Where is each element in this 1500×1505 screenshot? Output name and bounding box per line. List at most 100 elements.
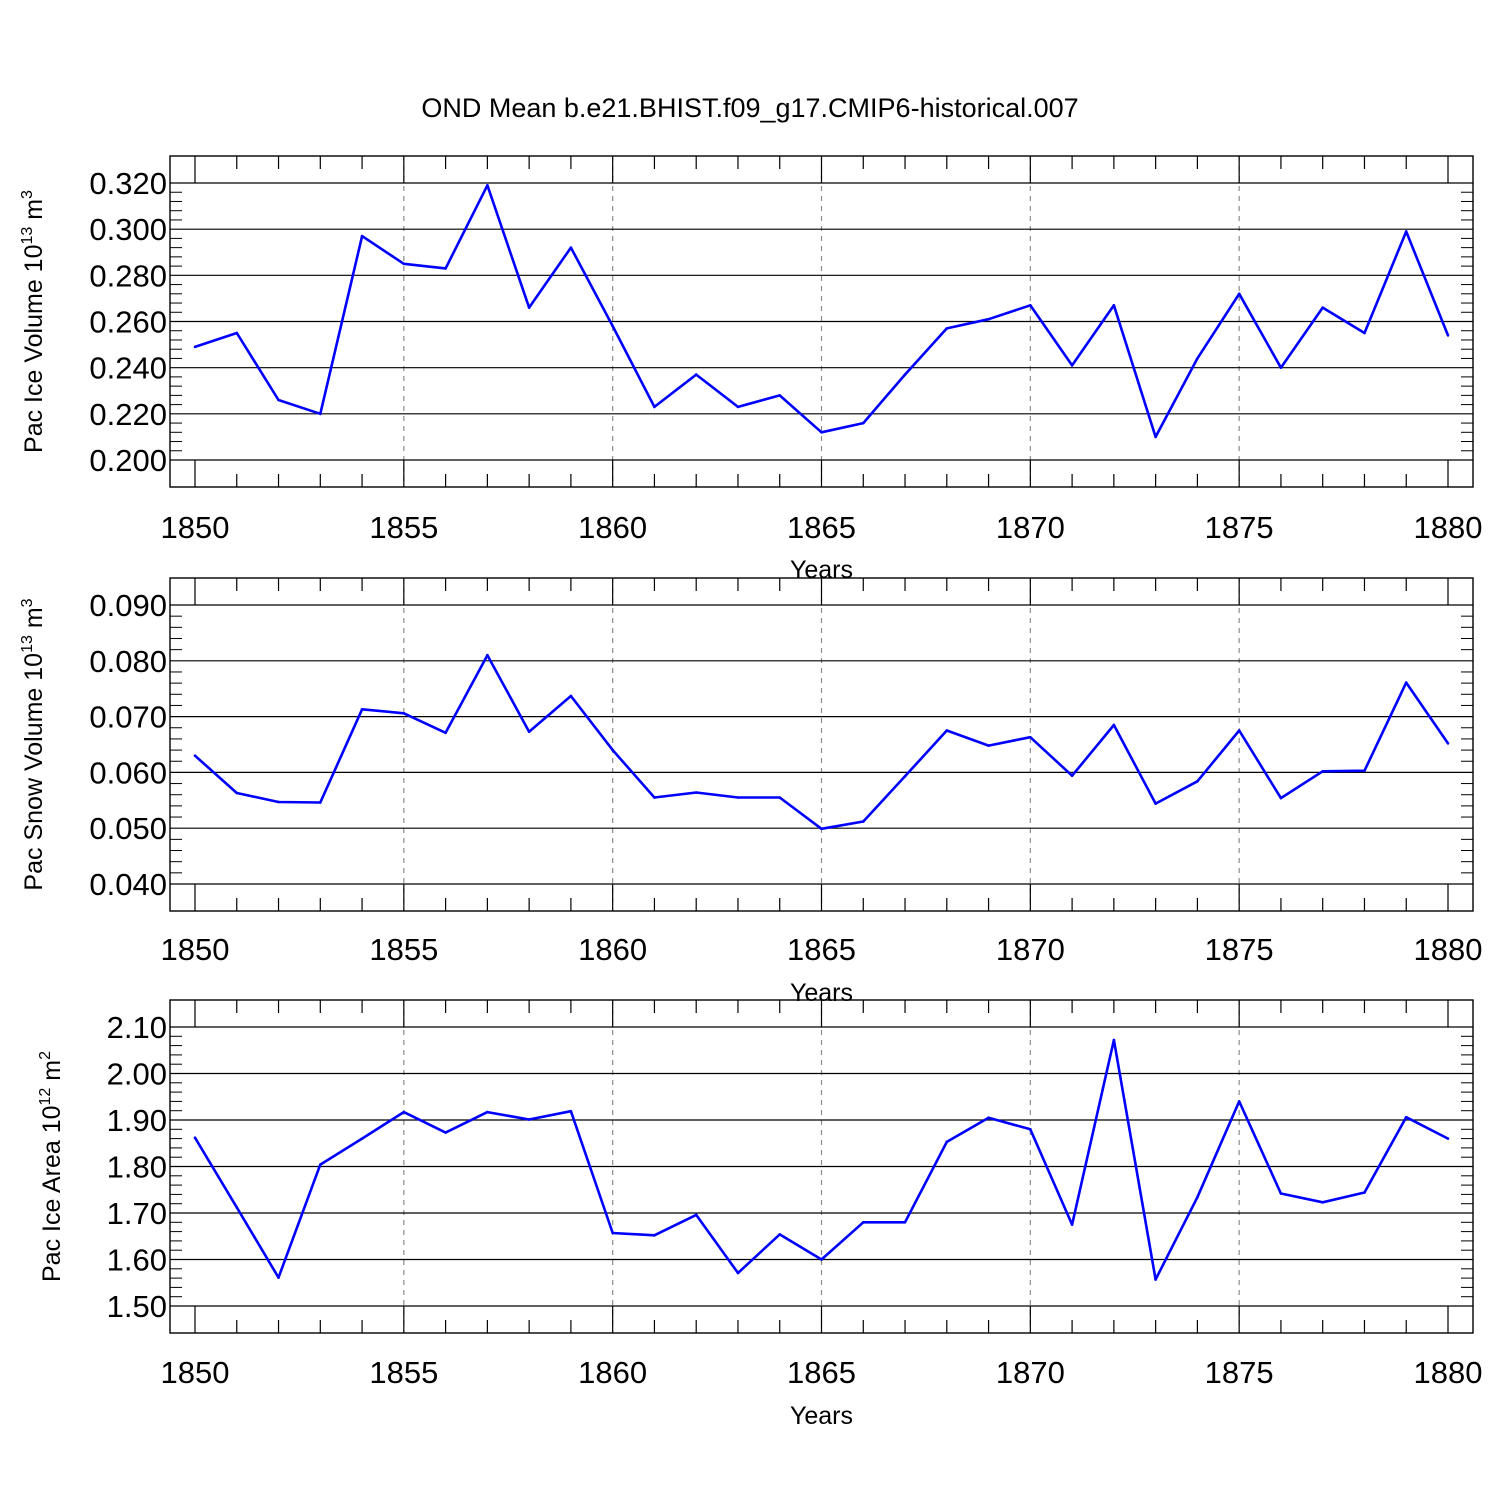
data-point — [987, 1116, 990, 1119]
data-point — [1196, 1195, 1199, 1199]
data-point — [569, 1109, 573, 1113]
data-point — [778, 796, 782, 799]
data-point — [653, 796, 656, 799]
data-point — [319, 1163, 322, 1166]
data-point — [527, 1118, 531, 1121]
x-tick-label: 1880 — [1414, 510, 1483, 545]
data-point — [486, 653, 489, 657]
data-point — [444, 1131, 447, 1134]
data-point — [1070, 774, 1074, 778]
data-point — [193, 1136, 197, 1139]
data-point — [861, 421, 865, 425]
y-tick-label: 0.040 — [89, 867, 167, 902]
chart-panel-snow-volume: 0.040 0.050 0.060 0.070 0.080 0.090 1850 1855 18… — [19, 577, 1483, 1007]
y-tick-label: 0.300 — [89, 212, 167, 247]
y-tick-label: 1.90 — [107, 1103, 167, 1138]
x-tick-label: 1880 — [1414, 932, 1483, 967]
data-point — [1404, 1115, 1408, 1119]
data-point — [1154, 802, 1157, 805]
y-tick-label: 0.070 — [89, 700, 167, 735]
x-tick-label: 1875 — [1205, 1355, 1274, 1390]
data-point — [861, 1221, 865, 1224]
y-axis-title: Pac Snow Volume 1013 m3 — [19, 598, 48, 890]
data-point — [1070, 364, 1074, 367]
y-axis-title-text: m — [20, 199, 48, 227]
x-tick-label: 1875 — [1205, 510, 1274, 545]
y-axis-title-text: Pac Ice Area 10 — [38, 1105, 66, 1282]
data-point — [193, 754, 197, 757]
x-tick-label: 1875 — [1205, 932, 1274, 967]
data-point — [736, 405, 740, 409]
data-point — [277, 398, 280, 402]
y-axis-title-text: Pac Snow Volume 10 — [20, 653, 48, 891]
data-point — [945, 1140, 949, 1144]
data-point — [1154, 1278, 1157, 1281]
data-point — [694, 373, 698, 376]
x-tick-label: 1870 — [996, 510, 1065, 545]
data-point — [1446, 334, 1450, 337]
chart-title: OND Mean b.e21.BHIST.f09_g17.CMIP6-histo… — [421, 93, 1078, 123]
y-axis-title-text: m — [20, 607, 48, 635]
data-point — [277, 800, 280, 804]
data-point — [444, 267, 447, 270]
data-point — [1446, 1137, 1450, 1140]
x-tick-label: 1860 — [578, 932, 647, 967]
x-tick-label: 1850 — [161, 510, 230, 545]
data-point — [820, 1258, 823, 1261]
data-point — [653, 405, 656, 409]
data-point — [319, 801, 322, 804]
y-tick-label: 1.80 — [107, 1150, 167, 1185]
chart-panel-ice-volume: 0.200 0.220 0.240 0.260 0.280 0.300 0.320 1850 1… — [19, 155, 1483, 584]
x-tick-label: 1880 — [1414, 1355, 1483, 1390]
data-point — [360, 708, 364, 711]
y-tick-label: 0.090 — [89, 588, 167, 623]
data-point — [1446, 742, 1450, 745]
data-point — [1237, 729, 1241, 732]
data-point — [820, 827, 823, 831]
data-point — [1112, 723, 1116, 727]
y-tick-label: 1.50 — [107, 1289, 167, 1324]
chart-panel-ice-area: 1.50 1.60 1.70 1.80 1.90 2.00 2.10 1850 1855 1860… — [37, 999, 1483, 1430]
data-point — [1237, 292, 1241, 296]
y-axis-title: Pac Ice Area 1012 m2 — [37, 1051, 66, 1282]
y-axis-title-text: m — [38, 1060, 66, 1088]
data-point — [1070, 1223, 1074, 1226]
y-axis-title-superscript: 3 — [19, 190, 36, 199]
x-tick-label: 1855 — [369, 510, 438, 545]
data-point — [1279, 1192, 1283, 1195]
data-point — [820, 431, 823, 434]
x-tick-label: 1860 — [578, 1355, 647, 1390]
data-point — [1154, 435, 1157, 439]
data-point — [611, 748, 614, 752]
data-point — [945, 729, 949, 732]
data-point — [1112, 304, 1116, 307]
data-point — [1279, 796, 1283, 800]
data-point — [1196, 357, 1199, 360]
y-axis-title-superscript: 13 — [19, 227, 36, 245]
data-point — [903, 1221, 907, 1224]
y-tick-label: 0.260 — [89, 305, 167, 340]
data-point — [402, 1110, 406, 1114]
data-point — [319, 412, 322, 416]
data-point — [653, 1234, 656, 1237]
y-tick-label: 0.050 — [89, 811, 167, 846]
y-tick-label: 0.320 — [89, 166, 167, 201]
data-point — [694, 1213, 698, 1217]
y-tick-label: 0.080 — [89, 644, 167, 679]
data-point — [360, 1137, 364, 1140]
y-axis-title-superscript: 3 — [19, 598, 36, 607]
data-point — [987, 317, 990, 321]
y-axis-title: Pac Ice Volume 1013 m3 — [19, 190, 48, 453]
y-tick-label: 0.220 — [89, 397, 167, 432]
x-tick-label: 1850 — [161, 1355, 230, 1390]
y-tick-label: 1.60 — [107, 1243, 167, 1278]
data-point — [987, 744, 990, 747]
y-tick-label: 2.00 — [107, 1057, 167, 1092]
data-point — [736, 1271, 740, 1275]
data-point — [1112, 1038, 1116, 1042]
data-point — [1404, 681, 1408, 684]
data-point — [486, 184, 489, 187]
data-point — [444, 731, 447, 735]
data-point — [527, 306, 531, 309]
